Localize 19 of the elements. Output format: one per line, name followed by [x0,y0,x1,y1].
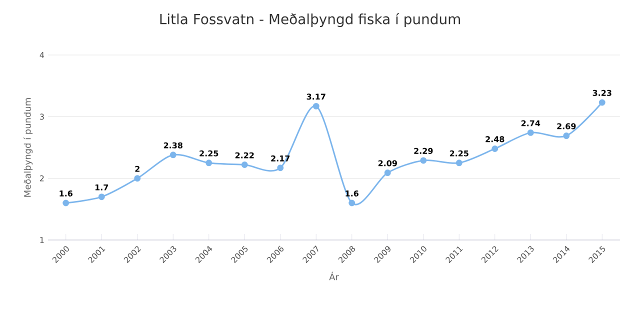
x-axis-title: Ár [329,272,339,280]
point [62,200,70,206]
y-axis-title: Meðalþyngd í pundum [24,98,33,197]
point [384,170,391,176]
chart-title: Litla Fossvatn - Meðalþyngd fiska í pundum [160,12,460,28]
point [134,175,141,182]
point [98,194,105,200]
point [563,132,570,140]
point [348,200,356,206]
point [206,160,212,166]
point [527,129,534,136]
point [312,102,320,110]
point [456,160,462,166]
point [598,99,606,106]
point [420,157,427,164]
point [241,162,248,168]
point [170,152,176,158]
point [492,145,498,152]
point [277,164,284,172]
